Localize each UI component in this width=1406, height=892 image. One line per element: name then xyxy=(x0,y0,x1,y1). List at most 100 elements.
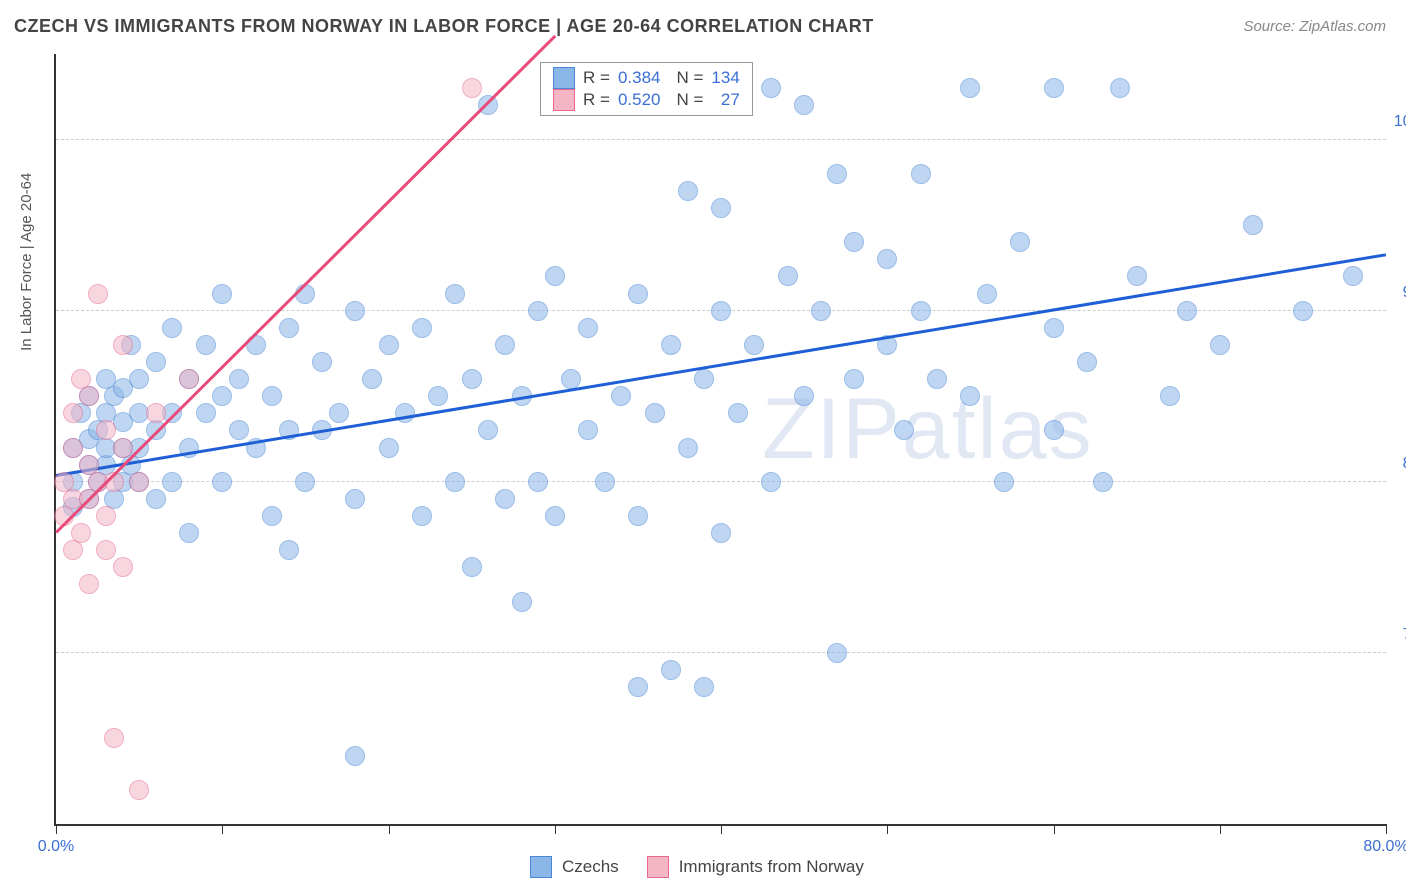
data-point xyxy=(262,506,282,526)
data-point xyxy=(911,164,931,184)
y-tick-label: 90.0% xyxy=(1403,284,1406,302)
r-value: 0.520 xyxy=(618,90,661,110)
data-point xyxy=(71,523,91,543)
data-point xyxy=(462,369,482,389)
data-point xyxy=(462,557,482,577)
data-point xyxy=(445,284,465,304)
data-point xyxy=(728,403,748,423)
x-tick-label: 0.0% xyxy=(38,838,74,856)
data-point xyxy=(678,438,698,458)
legend-swatch xyxy=(647,856,669,878)
y-tick-label: 70.0% xyxy=(1403,626,1406,644)
data-point xyxy=(911,301,931,321)
data-point xyxy=(844,369,864,389)
data-point xyxy=(1160,386,1180,406)
data-point xyxy=(1210,335,1230,355)
x-tick xyxy=(389,824,390,834)
data-point xyxy=(63,540,83,560)
data-point xyxy=(129,369,149,389)
grid-line xyxy=(56,481,1386,482)
data-point xyxy=(927,369,947,389)
r-label: R = xyxy=(583,90,610,110)
data-point xyxy=(196,403,216,423)
data-point xyxy=(229,420,249,440)
n-label: N = xyxy=(676,90,703,110)
data-point xyxy=(528,472,548,492)
r-label: R = xyxy=(583,68,610,88)
data-point xyxy=(63,403,83,423)
data-point xyxy=(428,386,448,406)
data-point xyxy=(79,386,99,406)
data-point xyxy=(977,284,997,304)
legend-stat-row: R =0.520N = 27 xyxy=(553,89,740,111)
data-point xyxy=(478,95,498,115)
data-point xyxy=(894,420,914,440)
x-tick-label: 80.0% xyxy=(1363,838,1406,856)
data-point xyxy=(628,506,648,526)
data-point xyxy=(694,369,714,389)
data-point xyxy=(495,335,515,355)
data-point xyxy=(129,780,149,800)
y-axis-label: In Labor Force | Age 20-64 xyxy=(18,173,35,351)
data-point xyxy=(1110,78,1130,98)
data-point xyxy=(96,506,116,526)
source-label: Source: ZipAtlas.com xyxy=(1243,18,1386,35)
x-tick xyxy=(1220,824,1221,834)
data-point xyxy=(412,318,432,338)
y-tick-label: 80.0% xyxy=(1403,455,1406,473)
data-point xyxy=(628,677,648,697)
legend-series-label: Immigrants from Norway xyxy=(679,857,864,877)
data-point xyxy=(711,198,731,218)
data-point xyxy=(179,369,199,389)
data-point xyxy=(146,352,166,372)
data-point xyxy=(96,420,116,440)
data-point xyxy=(811,301,831,321)
data-point xyxy=(778,266,798,286)
data-point xyxy=(495,489,515,509)
data-point xyxy=(88,284,108,304)
data-point xyxy=(262,386,282,406)
x-tick xyxy=(887,824,888,834)
data-point xyxy=(877,249,897,269)
grid-line xyxy=(56,139,1386,140)
data-point xyxy=(611,386,631,406)
data-point xyxy=(345,489,365,509)
x-tick xyxy=(222,824,223,834)
data-point xyxy=(113,557,133,577)
correlation-chart: CZECH VS IMMIGRANTS FROM NORWAY IN LABOR… xyxy=(0,0,1406,892)
n-label: N = xyxy=(676,68,703,88)
data-point xyxy=(212,472,232,492)
data-point xyxy=(661,335,681,355)
legend-stat-row: R = 0.384 N = 134 xyxy=(553,67,740,89)
data-point xyxy=(146,403,166,423)
data-point xyxy=(1127,266,1147,286)
data-point xyxy=(578,318,598,338)
data-point xyxy=(545,266,565,286)
data-point xyxy=(595,472,615,492)
data-point xyxy=(1343,266,1363,286)
data-point xyxy=(379,438,399,458)
data-point xyxy=(761,78,781,98)
r-value: 0.384 xyxy=(618,68,661,88)
data-point xyxy=(1177,301,1197,321)
data-point xyxy=(478,420,498,440)
data-point xyxy=(395,403,415,423)
data-point xyxy=(960,386,980,406)
data-point xyxy=(279,318,299,338)
data-point xyxy=(744,335,764,355)
data-point xyxy=(345,301,365,321)
y-tick-label: 100.0% xyxy=(1394,113,1406,131)
data-point xyxy=(63,438,83,458)
n-value: 134 xyxy=(711,68,739,88)
data-point xyxy=(1293,301,1313,321)
data-point xyxy=(827,164,847,184)
legend-swatch xyxy=(553,67,575,89)
data-point xyxy=(661,660,681,680)
legend-swatch xyxy=(553,89,575,111)
data-point xyxy=(113,335,133,355)
data-point xyxy=(146,489,166,509)
data-point xyxy=(1093,472,1113,492)
data-point xyxy=(196,335,216,355)
x-tick xyxy=(721,824,722,834)
x-tick xyxy=(555,824,556,834)
